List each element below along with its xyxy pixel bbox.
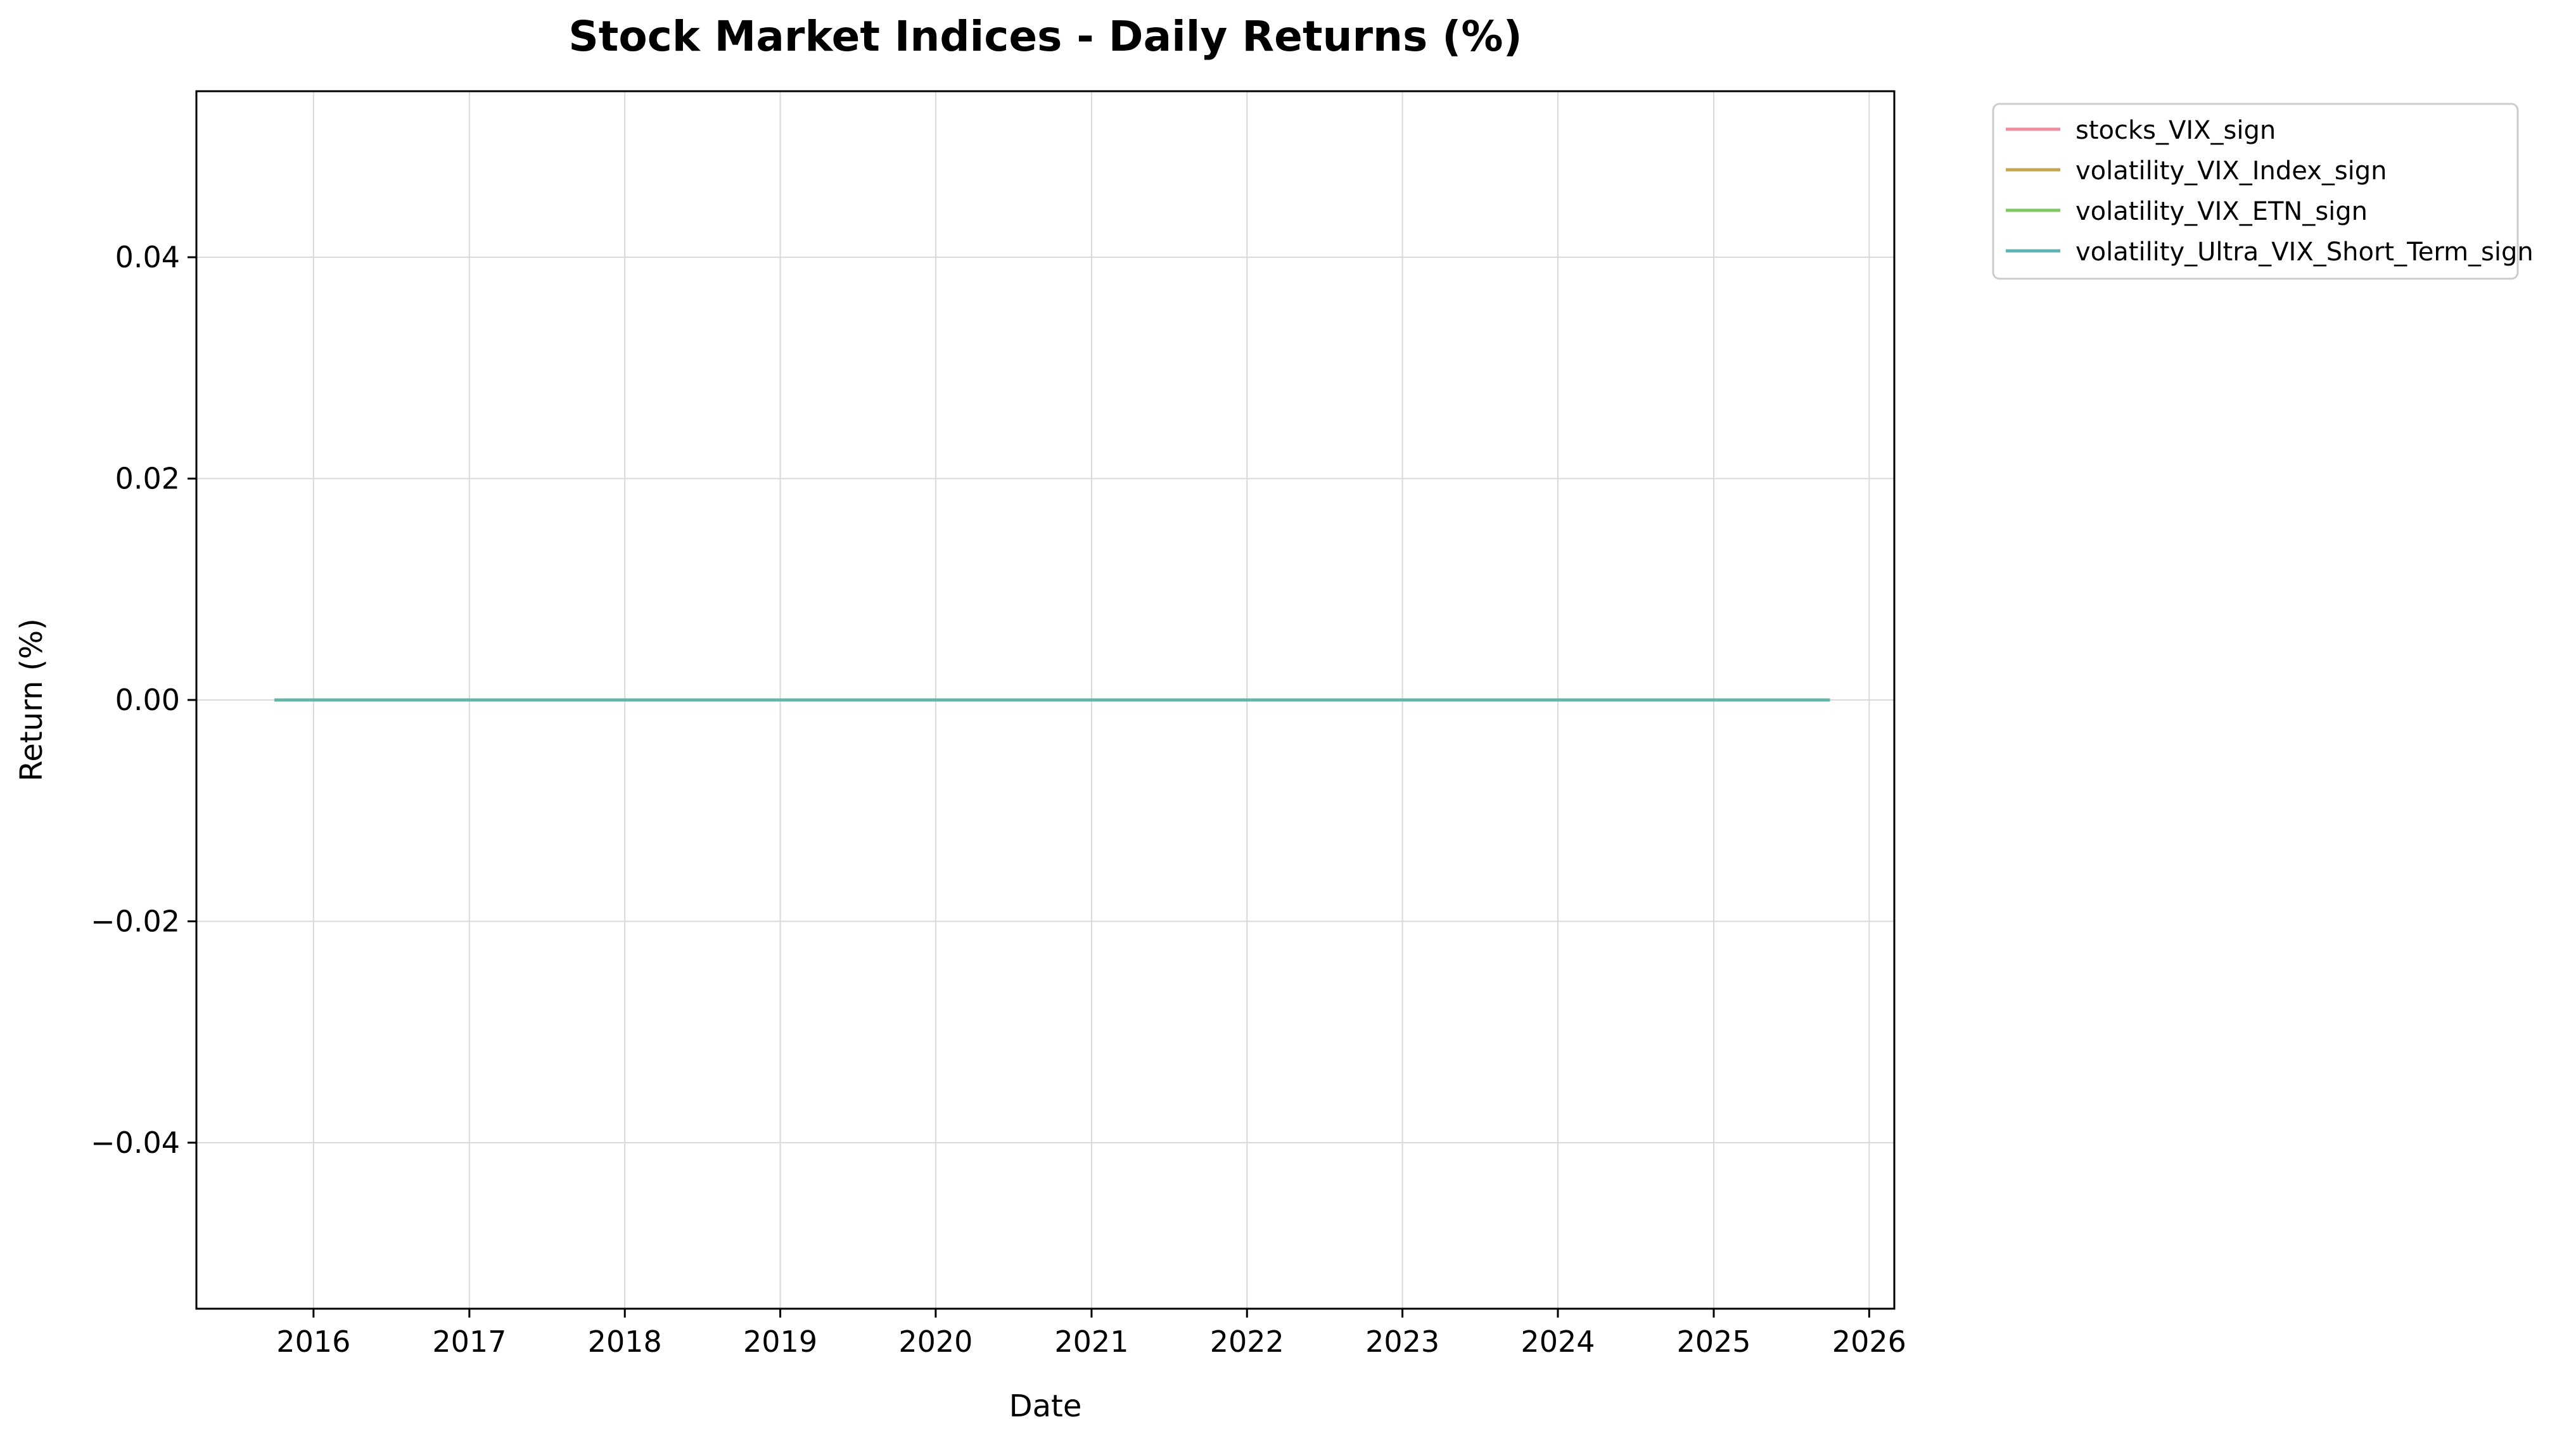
x-tick-label: 2020 xyxy=(898,1325,972,1359)
legend-label: volatility_VIX_Index_sign xyxy=(2075,156,2387,186)
x-tick-label: 2019 xyxy=(743,1325,817,1359)
x-tick-label: 2018 xyxy=(588,1325,662,1359)
x-tick-label: 2022 xyxy=(1210,1325,1284,1359)
x-tick-label: 2024 xyxy=(1521,1325,1595,1359)
x-tick-label: 2023 xyxy=(1365,1325,1439,1359)
y-tick-label: 0.02 xyxy=(115,462,180,496)
legend-box xyxy=(1992,103,2519,280)
y-axis-label: Return (%) xyxy=(14,618,49,782)
axis-layer: 2016 2017 2018 2019 2020 2021 2022 2023 2024 2025… xyxy=(91,240,1906,1359)
x-tick-label: 2016 xyxy=(276,1325,350,1359)
legend-label: stocks_VIX_sign xyxy=(2075,116,2276,145)
x-tick-label: 2025 xyxy=(1676,1325,1750,1359)
x-tick-label: 2026 xyxy=(1832,1325,1906,1359)
x-axis-label: Date xyxy=(1009,1389,1082,1424)
x-tick-label: 2017 xyxy=(432,1325,506,1359)
legend: stocks_VIX_sign volatility_VIX_Index_sign… xyxy=(1992,103,2534,280)
y-tick-label: 0.04 xyxy=(115,240,180,274)
chart-title: Stock Market Indices - Daily Returns (%) xyxy=(568,12,1522,61)
legend-label: volatility_VIX_ETN_sign xyxy=(2075,197,2368,226)
y-tick-label: −0.02 xyxy=(91,904,180,938)
y-tick-label: −0.04 xyxy=(91,1126,180,1160)
legend-label: volatility_Ultra_VIX_Short_Term_sign xyxy=(2075,238,2534,267)
y-tick-label: 0.00 xyxy=(115,683,180,717)
x-tick-label: 2021 xyxy=(1054,1325,1128,1359)
